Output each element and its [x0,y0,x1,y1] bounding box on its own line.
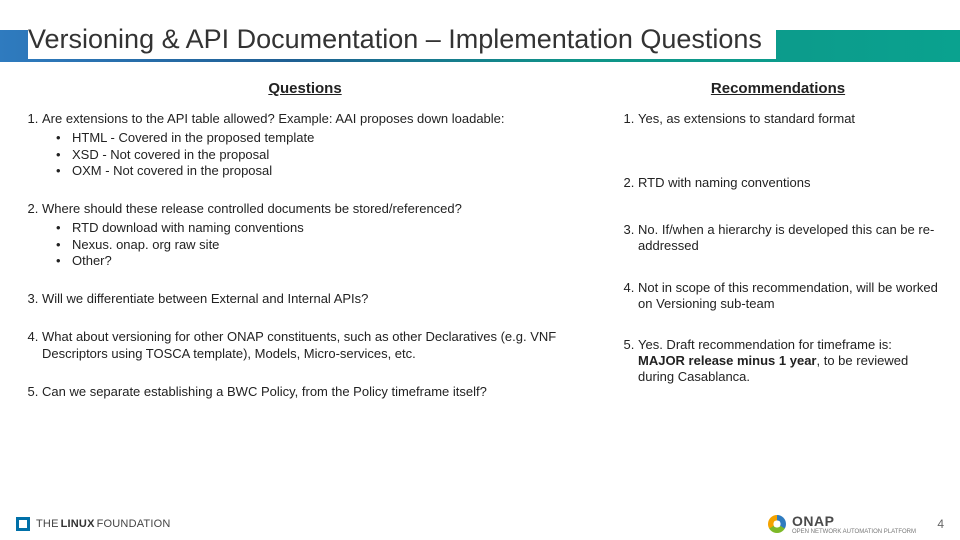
slide-root: Versioning & API Documentation – Impleme… [0,0,960,540]
questions-header: Questions [22,80,588,97]
recommendation-item: Not in scope of this recommendation, wil… [638,280,938,313]
question-text: Can we separate establishing a BWC Polic… [42,384,487,399]
content-columns: Questions Are extensions to the API tabl… [0,80,960,500]
recommendation-text: Not in scope of this recommendation, wil… [638,280,938,311]
recommendation-item: Yes, as extensions to standard format [638,111,938,127]
question-item: Will we differentiate between External a… [42,291,588,307]
question-sublist: HTML - Covered in the proposed template … [50,130,588,179]
lf-square-icon [16,517,30,531]
lf-text-foundation: FOUNDATION [97,518,171,530]
questions-list: Are extensions to the API table allowed?… [42,111,588,400]
question-subitem: XSD - Not covered in the proposal [50,147,588,163]
question-item: What about versioning for other ONAP con… [42,329,588,362]
question-text: What about versioning for other ONAP con… [42,329,556,360]
slide-title: Versioning & API Documentation – Impleme… [28,20,776,59]
recommendations-list: Yes, as extensions to standard format RT… [638,111,938,385]
recommendation-text: RTD with naming conventions [638,175,810,190]
question-text: Are extensions to the API table allowed?… [42,111,505,126]
lf-text-the: THE [36,518,59,530]
question-sublist: RTD download with naming conventions Nex… [50,220,588,269]
linux-foundation-logo: THE LINUX FOUNDATION [16,517,171,531]
question-item: Are extensions to the API table allowed?… [42,111,588,179]
recommendation-item: No. If/when a hierarchy is developed thi… [638,222,938,255]
question-item: Where should these release controlled do… [42,201,588,269]
question-text: Will we differentiate between External a… [42,291,368,306]
footer-right: ONAP OPEN NETWORK AUTOMATION PLATFORM 4 [768,513,944,535]
recommendation-text-pre: Yes. Draft recommendation for timeframe … [638,337,892,352]
question-subitem: Other? [50,253,588,269]
question-item: Can we separate establishing a BWC Polic… [42,384,588,400]
onap-title: ONAP [792,513,916,529]
question-subitem: RTD download with naming conventions [50,220,588,236]
onap-subtitle: OPEN NETWORK AUTOMATION PLATFORM [792,529,916,535]
question-subitem: OXM - Not covered in the proposal [50,163,588,179]
recommendation-item: RTD with naming conventions [638,175,938,191]
recommendation-item: Yes. Draft recommendation for timeframe … [638,337,938,386]
page-number: 4 [934,517,944,531]
question-subitem: HTML - Covered in the proposed template [50,130,588,146]
question-text: Where should these release controlled do… [42,201,462,216]
footer-bar: THE LINUX FOUNDATION ONAP OPEN NETWORK A… [0,508,960,540]
onap-logo: ONAP OPEN NETWORK AUTOMATION PLATFORM [768,513,916,535]
question-subitem: Nexus. onap. org raw site [50,237,588,253]
recommendation-text: No. If/when a hierarchy is developed thi… [638,222,934,253]
onap-gear-icon [768,515,786,533]
onap-text-block: ONAP OPEN NETWORK AUTOMATION PLATFORM [792,513,916,535]
recommendation-text-bold: MAJOR release minus 1 year [638,353,816,368]
questions-column: Questions Are extensions to the API tabl… [0,80,610,500]
lf-text-linux: LINUX [61,518,95,530]
recommendation-text: Yes, as extensions to standard format [638,111,855,126]
recommendations-header: Recommendations [618,80,938,97]
title-bar: Versioning & API Documentation – Impleme… [0,20,960,68]
recommendations-column: Recommendations Yes, as extensions to st… [610,80,960,500]
